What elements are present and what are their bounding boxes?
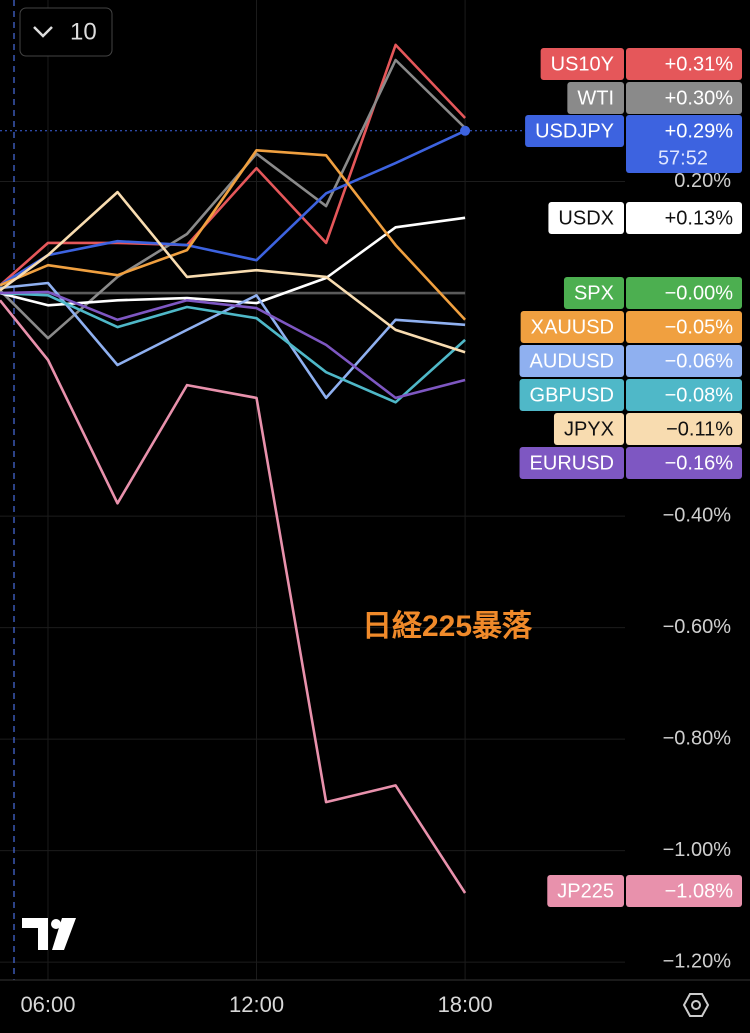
legend-label: GBPUSD <box>530 384 614 406</box>
value-box <box>626 447 742 479</box>
y-tick-label: −0.40% <box>663 504 732 526</box>
legend-label: WTI <box>577 87 614 109</box>
price-label: +0.30% WTI <box>567 82 742 114</box>
value-label: −0.08% <box>665 384 734 406</box>
name-box <box>519 379 624 411</box>
value-label: +0.31% <box>665 53 734 75</box>
price-label: +0.29% 57:52 USDJPY <box>525 115 742 173</box>
price-labels: +0.31%US10Y+0.30%WTI+0.29%57:52USDJPY+0.… <box>519 48 742 907</box>
logo-dot <box>51 919 61 929</box>
logo <box>22 918 76 950</box>
legend-label: AUDUSD <box>530 350 614 372</box>
logo-shape <box>52 918 76 950</box>
y-tick-label: −0.60% <box>663 616 732 638</box>
price-label: +0.31% US10Y <box>540 48 742 80</box>
name-box <box>540 48 624 80</box>
value-box <box>626 311 742 343</box>
value-label: +0.13% <box>665 207 734 229</box>
value-box <box>626 379 742 411</box>
series-line <box>0 149 467 321</box>
y-tick-label: −0.80% <box>663 727 732 749</box>
price-label: −1.08% JP225 <box>547 875 742 907</box>
name-box <box>547 875 624 907</box>
settings-icon-center <box>691 1000 701 1010</box>
series-line <box>0 216 466 307</box>
value-label: +0.29% <box>665 120 734 142</box>
x-tick-label: 12:00 <box>229 992 284 1017</box>
last-point <box>460 125 471 136</box>
series-line <box>0 299 467 894</box>
legend-label: USDX <box>558 207 614 229</box>
value-box <box>626 48 742 80</box>
legend-label: SPX <box>574 282 614 304</box>
interval-button[interactable]: 10 <box>19 7 113 57</box>
value-box <box>626 202 742 234</box>
price-label: −0.06% AUDUSD <box>519 345 742 377</box>
value-box <box>626 413 742 445</box>
value-label: −0.16% <box>665 452 734 474</box>
value-box <box>626 82 742 114</box>
legend-label: EURUSD <box>530 452 614 474</box>
price-label: −0.11% JPYX <box>553 413 742 445</box>
series-line <box>0 290 466 400</box>
price-label: −0.08% GBPUSD <box>519 379 742 411</box>
value-box <box>626 345 742 377</box>
value-label: −0.00% <box>665 282 734 304</box>
name-box <box>553 413 624 445</box>
interval-label: 10 <box>70 18 97 45</box>
value-box <box>626 277 742 309</box>
value-label: −1.08% <box>665 880 734 902</box>
value-label: +0.30% <box>665 87 734 109</box>
name-box <box>563 277 624 309</box>
series-line <box>0 58 467 340</box>
value-label: −0.11% <box>666 418 733 440</box>
value-box <box>626 875 742 907</box>
series-line <box>0 129 466 287</box>
y-tick-label: −1.20% <box>663 950 732 972</box>
chevron-icon <box>33 26 53 38</box>
legend-label: USDJPY <box>535 120 614 142</box>
name-box <box>519 345 624 377</box>
name-box <box>567 82 624 114</box>
name-box <box>525 115 624 147</box>
y-tick-label: 0.20% <box>674 170 731 192</box>
x-tick-label: 18:00 <box>438 992 493 1017</box>
x-tick-label: 06:00 <box>20 992 75 1017</box>
grid <box>0 0 625 980</box>
logo-shape <box>22 918 48 950</box>
interval-box[interactable] <box>19 7 113 57</box>
name-box <box>548 202 624 234</box>
settings-icon[interactable] <box>682 993 710 1017</box>
legend-label: XAUUSD <box>531 316 614 338</box>
annotation: 日経225暴落 <box>362 609 533 643</box>
legend-label: JPYX <box>564 418 614 440</box>
value-box <box>626 115 742 173</box>
y-tick-label: −1.00% <box>663 839 732 861</box>
price-label: +0.13% USDX <box>548 202 742 234</box>
legend-label: US10Y <box>551 53 614 75</box>
value-label: −0.06% <box>665 350 734 372</box>
value-label: −0.05% <box>665 316 734 338</box>
price-label: −0.00% SPX <box>563 277 742 309</box>
legend-label: JP225 <box>557 880 614 902</box>
lines <box>0 43 625 894</box>
price-label: −0.16% EURUSD <box>519 447 742 479</box>
countdown: 57:52 <box>658 147 708 169</box>
settings-button[interactable] <box>682 993 710 1017</box>
series-line <box>0 291 466 404</box>
name-box <box>519 447 624 479</box>
name-box <box>520 311 624 343</box>
series-line <box>0 190 466 354</box>
price-label: −0.05% XAUUSD <box>520 311 742 343</box>
